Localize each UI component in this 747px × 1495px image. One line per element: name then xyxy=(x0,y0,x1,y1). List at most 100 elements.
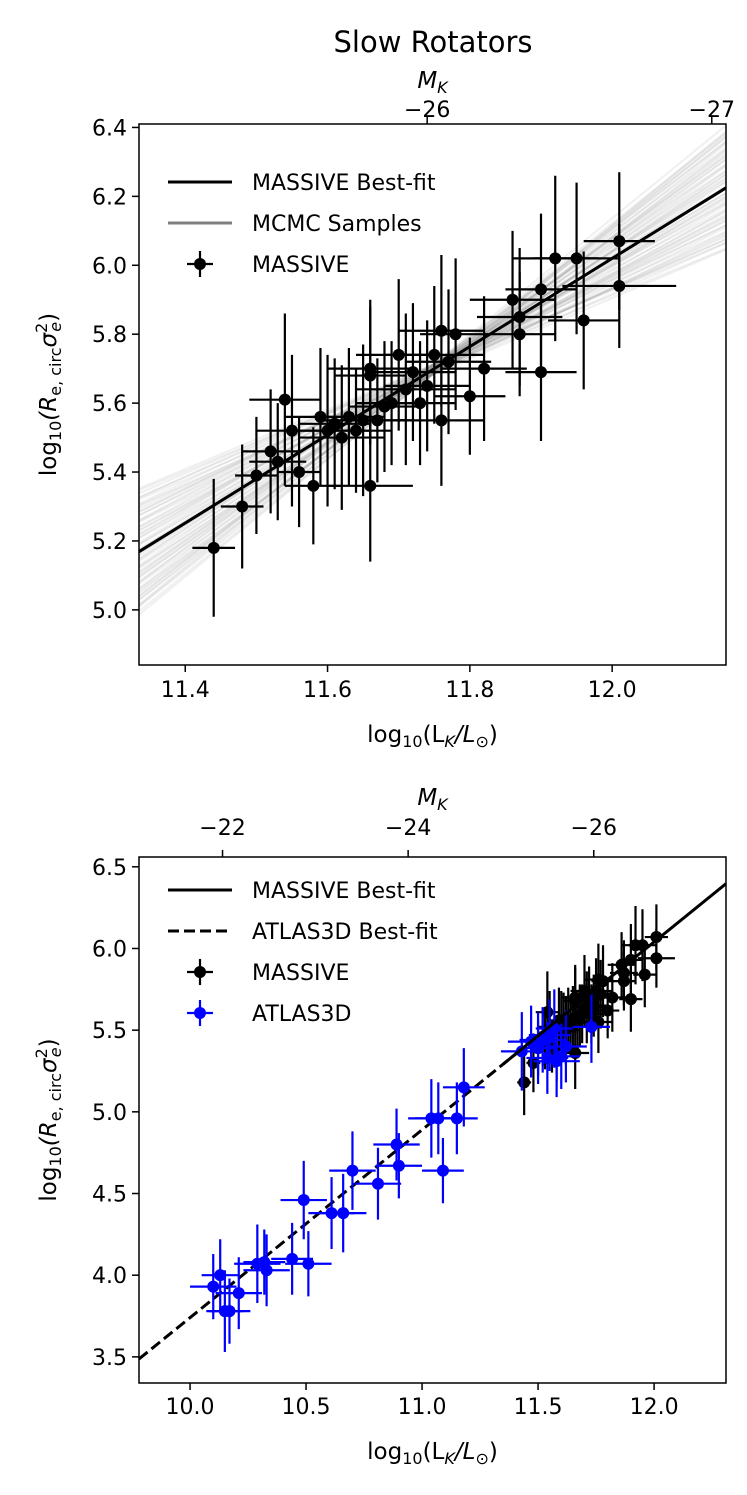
data-marker xyxy=(457,1081,470,1094)
y-tick-label: 5.4 xyxy=(92,461,127,486)
data-marker xyxy=(264,445,277,458)
data-marker xyxy=(214,1269,227,1282)
y-tick-label: 6.2 xyxy=(92,185,127,210)
data-marker xyxy=(207,541,220,554)
mcmc-sample-line xyxy=(139,147,726,583)
top-tick-label: −22 xyxy=(199,816,245,841)
plot-area xyxy=(139,124,726,617)
data-marker xyxy=(297,1194,310,1207)
xlabel-10: 10 xyxy=(402,1449,422,1468)
data-point-massive xyxy=(434,337,506,455)
top-tick-label: −24 xyxy=(385,816,431,841)
data-marker xyxy=(535,366,548,379)
legend: MASSIVE Best-fit MCMC Samples MASSIVE xyxy=(168,171,436,278)
mcmc-sample-line xyxy=(139,203,726,546)
top-axis-label-sub: K xyxy=(437,795,449,814)
data-marker xyxy=(406,366,419,379)
mcmc-sample-line xyxy=(139,202,726,528)
ylabel-ecirc: e, circ xyxy=(46,347,65,395)
mcmc-sample-line xyxy=(139,143,726,608)
axes-frame xyxy=(138,856,727,1384)
y-tick-label: 5.5 xyxy=(92,1019,127,1044)
data-marker xyxy=(350,424,363,437)
mcmc-sample-line xyxy=(139,230,726,499)
data-point-atlas3d xyxy=(329,1131,376,1210)
legend-label: MASSIVE xyxy=(252,253,349,278)
legend-label: ATLAS3D xyxy=(252,1002,352,1027)
ylabel-close: ) xyxy=(36,1038,62,1047)
data-point-massive xyxy=(562,223,677,348)
xlabel-sun: ⊙ xyxy=(475,732,488,751)
xlabel-sun: ⊙ xyxy=(475,1449,488,1468)
mcmc-sample-line xyxy=(139,148,726,601)
data-marker xyxy=(624,993,637,1006)
data-point-massive xyxy=(591,945,615,1018)
data-point-atlas3d xyxy=(435,1082,478,1155)
ylabel-10: 10 xyxy=(46,421,65,441)
data-marker xyxy=(414,397,427,410)
data-point-massive xyxy=(533,182,620,335)
data-marker xyxy=(293,466,306,479)
data-marker xyxy=(650,952,663,965)
mcmc-sample-line xyxy=(139,241,726,490)
y-tick-label: 6.5 xyxy=(92,856,127,881)
y-tick-label: 5.2 xyxy=(92,530,127,555)
data-marker xyxy=(535,283,548,296)
data-point-atlas3d xyxy=(243,1229,286,1295)
data-marker xyxy=(506,293,519,306)
legend-swatch-marker xyxy=(194,1007,206,1019)
data-marker xyxy=(223,1305,236,1318)
x-tick-label: 11.5 xyxy=(514,1395,563,1420)
data-marker xyxy=(606,991,619,1004)
top-axis-label-main: M xyxy=(417,785,437,811)
x-tick-label: 12.0 xyxy=(630,1395,679,1420)
data-point-massive xyxy=(619,966,643,1032)
data-point-massive xyxy=(405,289,492,435)
ylabel-ecirc: e, circ xyxy=(46,1073,65,1121)
ylabel-r: (R xyxy=(36,396,62,421)
data-marker xyxy=(555,1050,568,1063)
mcmc-sample-line xyxy=(139,132,726,601)
y-tick-label: 5.0 xyxy=(92,1101,127,1126)
ylabel-sigma: σ xyxy=(36,331,62,347)
mcmc-sample-line xyxy=(139,185,726,544)
mcmc-sample-line xyxy=(139,124,726,606)
top-tick-label: −26 xyxy=(404,98,450,123)
mcmc-sample-line xyxy=(139,136,726,598)
data-marker xyxy=(428,348,441,361)
data-point-atlas3d xyxy=(572,990,610,1063)
axes-frame xyxy=(138,123,727,666)
mcmc-sample-line xyxy=(139,201,726,535)
xlabel-k: K xyxy=(444,1449,456,1468)
data-point-massive xyxy=(505,303,577,442)
ylabel-10: 10 xyxy=(46,1146,65,1166)
massive-best-fit-line xyxy=(139,186,726,553)
data-point-atlas3d xyxy=(375,1133,423,1199)
atlas3d-best-fit-line xyxy=(139,1025,551,1361)
legend-label: MASSIVE xyxy=(252,961,349,986)
data-marker xyxy=(390,1138,403,1151)
data-marker xyxy=(302,1257,315,1270)
data-marker xyxy=(421,379,434,392)
data-marker xyxy=(518,1076,531,1089)
mcmc-sample-line xyxy=(139,238,726,495)
data-marker xyxy=(463,390,476,403)
mcmc-sample-line xyxy=(139,192,726,539)
xlabel-k: K xyxy=(444,732,456,751)
ylabel-e: e xyxy=(46,322,65,332)
data-point-massive xyxy=(420,258,492,411)
data-marker xyxy=(436,1164,449,1177)
xlabel-paren: (L xyxy=(423,1439,445,1465)
data-point-atlas3d xyxy=(201,1239,239,1312)
xlabel-slash-l: /L xyxy=(453,1439,476,1465)
legend-label: MCMC Samples xyxy=(252,212,422,237)
mcmc-sample-line xyxy=(139,224,726,505)
x-tick-label: 11.6 xyxy=(303,678,352,703)
y-tick-label: 6.0 xyxy=(92,937,127,962)
data-point-atlas3d xyxy=(285,1231,332,1297)
xlabel-slash-l: /L xyxy=(453,722,476,748)
data-point-atlas3d xyxy=(442,1048,485,1127)
top-axis-label: MK xyxy=(417,68,449,97)
mcmc-sample-line xyxy=(139,158,726,591)
mcmc-sample-line xyxy=(139,187,726,563)
